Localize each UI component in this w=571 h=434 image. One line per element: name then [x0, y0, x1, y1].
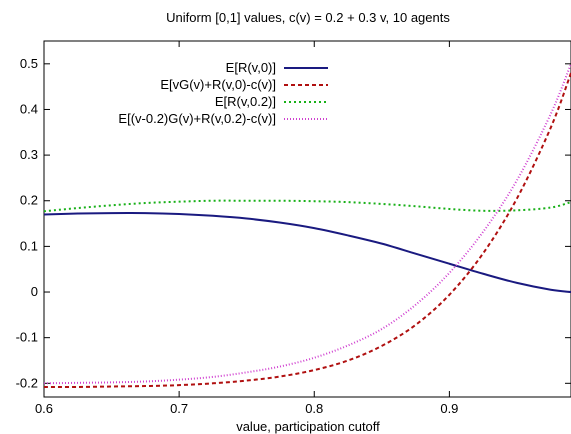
x-tick-label: 0.6 — [35, 401, 53, 416]
y-tick-label: -0.1 — [16, 330, 38, 345]
series-line-3 — [43, 199, 571, 213]
legend-label-3: E[R(v,0.2)] — [215, 94, 276, 109]
x-tick-label: 0.7 — [170, 401, 188, 416]
y-tick-label: -0.2 — [16, 375, 38, 390]
y-tick-label: 0.1 — [20, 238, 38, 253]
legend-label-4: E[(v-0.2)G(v)+R(v,0.2)-c(v)] — [118, 111, 276, 126]
y-tick-label: 0 — [31, 284, 38, 299]
series-line-2 — [43, 72, 571, 388]
y-tick-label: 0.2 — [20, 193, 38, 208]
series-line-1 — [43, 211, 571, 294]
series-line-4 — [43, 63, 571, 385]
y-tick-label: 0.5 — [20, 56, 38, 71]
x-axis-label: value, participation cutoff — [236, 419, 380, 434]
plot-frame — [43, 40, 571, 398]
legend-label-1: E[R(v,0)] — [226, 60, 276, 75]
y-axis: -0.2 -0.1 0 0.1 0.2 0.3 0.4 0.5 — [16, 56, 571, 390]
chart-title: Uniform [0,1] values, c(v) = 0.2 + 0.3 v… — [166, 10, 450, 25]
x-axis: 0.6 0.7 0.8 0.9 — [35, 41, 458, 416]
y-tick-label: 0.4 — [20, 101, 38, 116]
x-tick-label: 0.9 — [440, 401, 458, 416]
x-tick-label: 0.8 — [305, 401, 323, 416]
y-tick-label: 0.3 — [20, 147, 38, 162]
legend: E[R(v,0)] E[vG(v)+R(v,0)-c(v)] E[R(v,0.2)]… — [118, 60, 328, 126]
series-layer — [43, 63, 571, 388]
legend-label-2: E[vG(v)+R(v,0)-c(v)] — [160, 77, 276, 92]
